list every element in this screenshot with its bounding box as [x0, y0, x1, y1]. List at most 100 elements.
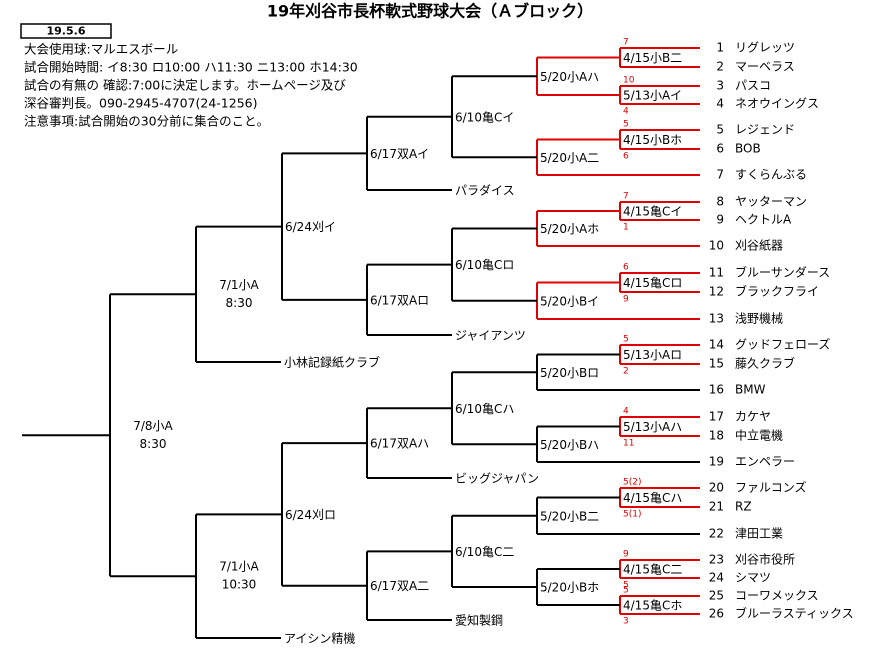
score: 10	[623, 76, 635, 86]
team-number: 12	[709, 285, 724, 299]
team-name: ヤッターマン	[735, 195, 807, 209]
match-label: 4/15小B二	[623, 51, 682, 65]
match-label: 5/20小Bホ	[540, 581, 599, 595]
score: 5	[623, 335, 629, 345]
match-label: 4/15小Bホ	[623, 133, 682, 147]
team-number: 4	[716, 97, 724, 111]
team-name: 藤久クラブ	[735, 356, 795, 371]
score: 7	[623, 192, 629, 202]
match-label: 5/20小Bイ	[540, 294, 599, 308]
seed-team-name: 愛知製鋼	[455, 614, 503, 628]
match-label: 4/15亀C二	[623, 563, 682, 577]
match-label: 5/13小Aハ	[623, 420, 682, 434]
score: 4	[623, 407, 629, 417]
match-label: 6/24刈イ	[285, 220, 336, 234]
match-label: 5/20小Bロ	[540, 366, 599, 380]
match-label: 6/24刈ロ	[285, 508, 336, 522]
team-number: 11	[709, 266, 724, 280]
match-label: 6/10亀Cハ	[455, 402, 514, 416]
match-time: 8:30	[140, 437, 167, 451]
team-name: RZ	[735, 500, 752, 514]
match-label: 5/20小Bハ	[540, 438, 599, 452]
team-name: パスコ	[735, 79, 771, 93]
score: 5(2)	[623, 478, 641, 488]
team-number: 15	[709, 357, 724, 371]
match-label: 5/20小Aハ	[540, 70, 599, 84]
match-label: 6/10亀Cロ	[455, 258, 514, 272]
team-name: 刈谷市役所	[735, 552, 795, 567]
score: 5(1)	[623, 510, 641, 520]
team-name: BOB	[735, 142, 761, 156]
team-name: ファルコンズ	[735, 480, 807, 495]
match-label: 5/20小A二	[540, 151, 599, 165]
note-line: 大会使用球:マルエスボール	[24, 42, 178, 57]
team-name: ブラックフライ	[735, 284, 819, 299]
team-number: 22	[709, 527, 724, 541]
match-label: 5/13小Aロ	[623, 348, 682, 362]
team-name: リグレッツ	[735, 41, 795, 55]
team-number: 16	[709, 383, 724, 397]
team-name: レジェンド	[735, 123, 795, 137]
date: 19.5.6	[47, 25, 86, 38]
match-label: 5/13小Aイ	[623, 89, 682, 103]
score: 5	[623, 581, 629, 591]
score: 2	[623, 367, 629, 377]
team-name: BMW	[735, 383, 766, 397]
seed-team-name: ジャイアンツ	[455, 329, 526, 343]
team-number: 26	[709, 607, 724, 621]
match-label: 4/15亀Cハ	[623, 491, 682, 505]
team-name: シマツ	[735, 571, 771, 585]
match-label: 7/1小A	[219, 560, 259, 574]
team-name: 刈谷紙器	[735, 238, 783, 253]
seed-team-name: ビッグジャパン	[455, 472, 539, 486]
team-number: 7	[716, 168, 724, 182]
team-name: カケヤ	[735, 410, 771, 424]
bracket-labels: 1 リグレッツ 2 マーベラス 4/15小B二 7 3 パスコ 4 ネオウイングス 5/13小Aイ 1…	[133, 38, 853, 646]
team-number: 23	[709, 553, 724, 567]
match-label: 4/15亀Cロ	[623, 276, 682, 290]
team-number: 6	[716, 142, 724, 156]
score: 4	[623, 107, 629, 117]
team-number: 8	[716, 195, 724, 209]
match-label: 6/10亀Cイ	[455, 110, 514, 124]
team-name: ヘクトルA	[735, 213, 792, 227]
note-line: 試合の有無の 確認:7:00に決定します。ホームページ及び	[24, 78, 346, 93]
team-number: 10	[709, 239, 724, 253]
team-name: 津田工業	[735, 527, 783, 541]
team-name: 浅野機械	[735, 311, 783, 326]
seed-team-name: アイシン精機	[284, 631, 355, 646]
match-label: 5/20小Aホ	[540, 222, 599, 236]
match-label: 6/17双Aイ	[370, 147, 429, 161]
team-number: 19	[709, 455, 724, 469]
team-name: すくらんぶる	[735, 168, 807, 182]
score: 11	[623, 439, 634, 449]
match-label: 6/17双Aロ	[370, 293, 429, 307]
team-number: 25	[709, 589, 724, 603]
team-number: 5	[716, 123, 724, 137]
team-name: コーワメックス	[735, 589, 819, 603]
title: 19年刈谷市長杯軟式野球大会（Ａブロック）	[267, 2, 593, 21]
team-number: 2	[716, 60, 724, 74]
note-line: 深谷審判長。090-2945-4707(24-1256)	[24, 96, 257, 111]
match-label: 5/20小B二	[540, 509, 599, 523]
team-name: 中立電機	[735, 428, 783, 443]
team-number: 21	[709, 500, 724, 514]
date-box	[20, 23, 112, 39]
score: 7	[623, 38, 629, 48]
seed-team-name: 小林記録紙クラブ	[284, 355, 380, 370]
match-label: 6/10亀C二	[455, 545, 514, 559]
team-number: 9	[716, 213, 724, 227]
match-label: 4/15亀Cホ	[623, 599, 682, 613]
match-time: 10:30	[222, 578, 257, 592]
team-number: 24	[709, 571, 724, 585]
bracket-lines	[22, 47, 700, 639]
team-number: 20	[709, 481, 724, 495]
team-name: グッドフェローズ	[735, 337, 830, 352]
score: 6	[623, 152, 629, 162]
team-number: 13	[709, 312, 724, 326]
note-line: 注意事項:試合開始の30分前に集合のこと。	[24, 114, 269, 129]
match-label: 7/8小A	[133, 419, 173, 433]
team-name: エンペラー	[735, 455, 795, 469]
